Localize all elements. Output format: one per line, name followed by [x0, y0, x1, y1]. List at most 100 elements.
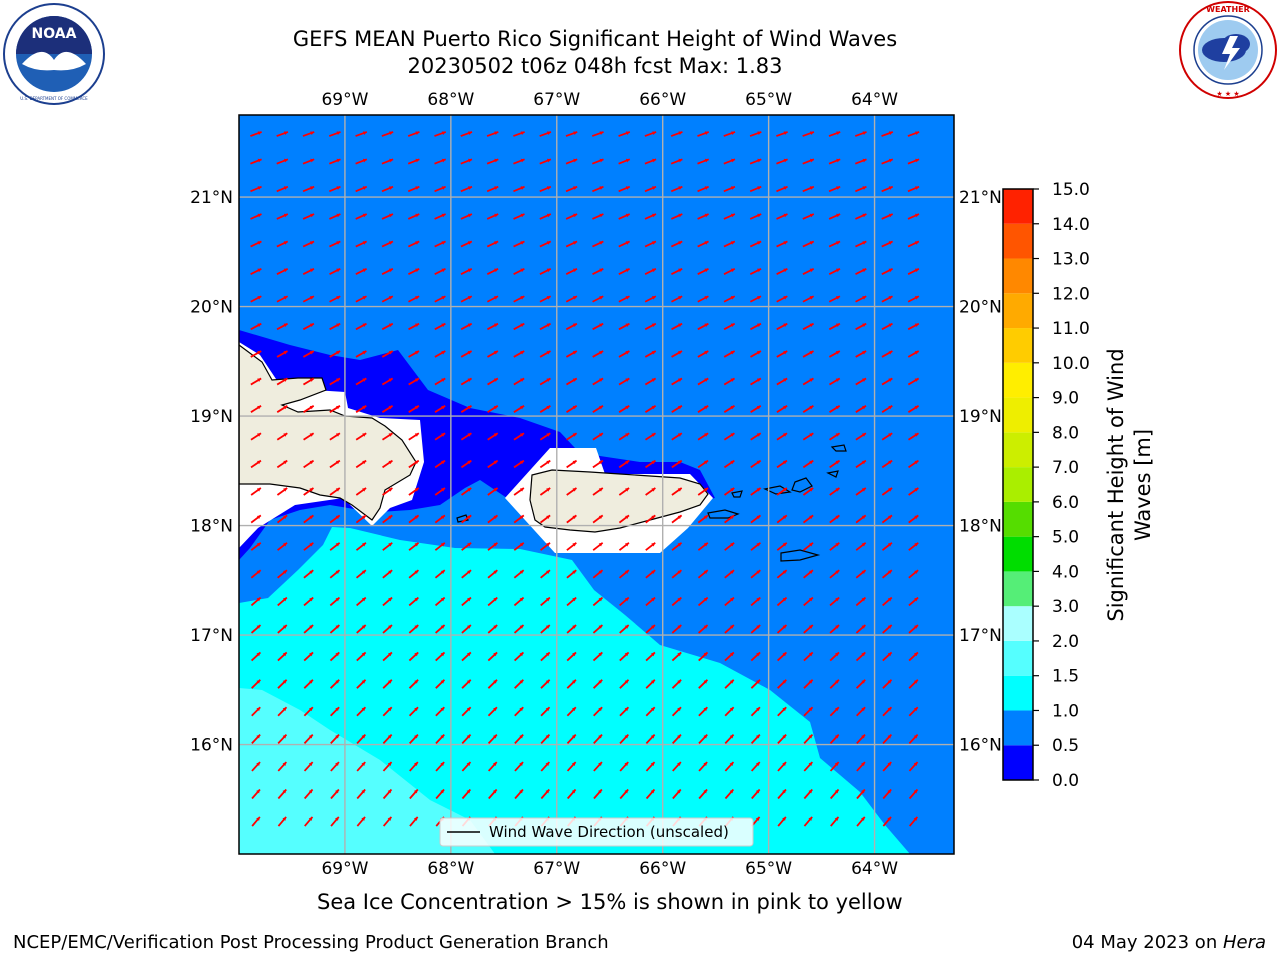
wave-arrow-head: [572, 405, 577, 410]
wave-arrow-head: [283, 488, 288, 492]
wave-arrow-head: [520, 131, 525, 135]
wave-arrow-head: [283, 405, 288, 410]
wave-arrow-head: [729, 762, 734, 766]
wave-arrow-head: [440, 789, 445, 794]
wave-arrow-head: [913, 789, 918, 794]
wave-arrow-head: [888, 405, 893, 410]
colorbar-tick-label: 14.0: [1052, 215, 1090, 235]
wave-arrow-head: [782, 652, 787, 657]
wave-arrow-head: [783, 323, 788, 328]
wave-arrow-head: [836, 131, 841, 135]
wave-arrow-head: [913, 734, 918, 739]
wave-arrow-head: [335, 762, 339, 766]
wave-arrow-head: [678, 323, 683, 328]
wave-arrow-head: [441, 268, 446, 273]
wave-arrow-head: [283, 542, 288, 547]
wave-arrow-head: [494, 131, 499, 135]
wave-arrow-head: [678, 131, 683, 135]
wave-arrow-head: [652, 158, 657, 163]
footer-branch: NCEP/EMC/Verification Post Processing Pr…: [13, 932, 609, 953]
wave-arrow-head: [729, 707, 734, 712]
wave-arrow-head: [335, 652, 340, 657]
wave-arrow-head: [729, 789, 734, 794]
wave-arrow-head: [257, 405, 262, 410]
wave-arrow-head: [414, 762, 418, 766]
wave-arrow-head: [387, 789, 392, 794]
wave-arrow-head: [335, 625, 340, 629]
lat-label-right: 17°N: [959, 626, 1002, 646]
lon-label-top: 68°W: [427, 90, 474, 110]
wave-arrow-head: [387, 734, 392, 739]
svg-text:WEATHER: WEATHER: [1206, 5, 1250, 14]
wave-arrow-head: [571, 789, 576, 794]
wave-arrow-head: [783, 351, 788, 355]
wave-arrow-head: [519, 734, 524, 739]
wave-arrow-head: [834, 789, 839, 794]
wave-arrow-head: [361, 570, 366, 574]
wave-arrow-head: [913, 679, 918, 684]
wave-arrow-head: [388, 378, 393, 382]
wave-arrow-head: [361, 542, 366, 547]
wave-arrow-head: [493, 433, 498, 437]
wave-arrow-head: [362, 378, 367, 382]
wave-arrow-head: [887, 707, 892, 712]
wave-arrow-head: [546, 405, 551, 410]
map-legend: Wind Wave Direction (unscaled): [439, 817, 754, 847]
wave-arrow-head: [256, 542, 261, 547]
wave-arrow-head: [571, 734, 576, 739]
wave-arrow-head: [283, 213, 288, 218]
wave-arrow-head: [440, 734, 445, 739]
wave-arrow-head: [625, 405, 630, 410]
wave-arrow-head: [545, 625, 550, 629]
wave-arrow-head: [388, 241, 393, 245]
colorbar-bin: [1003, 467, 1033, 502]
wave-arrow-head: [572, 515, 577, 520]
wave-arrow-head: [861, 542, 866, 547]
wave-arrow-head: [414, 570, 419, 574]
wave-arrow-head: [440, 652, 445, 657]
map-subtitle: 20230502 t06z 048h fcst Max: 1.83: [407, 54, 783, 78]
wave-arrow-head: [704, 488, 708, 492]
wave-arrow-head: [388, 542, 393, 547]
wave-arrow-head: [677, 405, 682, 410]
wave-arrow-head: [414, 405, 419, 410]
wave-arrow-head: [389, 213, 393, 218]
wave-arrow-head: [651, 323, 656, 328]
wave-arrow-head: [756, 542, 761, 547]
wave-arrow-head: [835, 405, 840, 410]
lat-label-left: 20°N: [190, 298, 233, 318]
wave-arrow-head: [703, 762, 708, 766]
wave-arrow-head: [467, 515, 472, 520]
wave-arrow-head: [257, 351, 262, 355]
wave-arrow-head: [283, 378, 288, 382]
wave-arrow-head: [257, 323, 262, 328]
colorbar-tick-label: 4.0: [1052, 562, 1079, 582]
wave-arrow-head: [598, 542, 603, 547]
wave-arrow-head: [467, 570, 472, 574]
lat-label-right: 20°N: [959, 298, 1002, 318]
wave-arrow-head: [415, 241, 420, 245]
wave-arrow-head: [546, 213, 551, 218]
wave-arrow-head: [572, 460, 577, 465]
wave-arrow-head: [861, 433, 866, 437]
wave-arrow-head: [493, 597, 498, 602]
wave-arrow-head: [546, 268, 551, 273]
wave-arrow-head: [756, 488, 761, 492]
wave-arrow-head: [572, 378, 577, 382]
wave-arrow-head: [336, 131, 341, 135]
wave-arrow-head: [572, 652, 577, 657]
wave-arrow-head: [677, 433, 682, 437]
wave-arrow-head: [809, 241, 814, 245]
wave-arrow-head: [887, 734, 892, 739]
wave-arrow-head: [309, 323, 314, 328]
wave-arrow-head: [493, 378, 498, 382]
wave-arrow-head: [440, 707, 445, 712]
wave-arrow-head: [861, 652, 866, 657]
wave-arrow-head: [835, 460, 840, 465]
wave-arrow-head: [862, 378, 867, 382]
wave-arrow-head: [782, 515, 787, 520]
wave-arrow-head: [703, 652, 708, 657]
colorbar-frame: [1002, 188, 1034, 781]
wave-arrow-head: [888, 488, 893, 492]
colorbar-tick-label: 1.5: [1052, 667, 1079, 687]
